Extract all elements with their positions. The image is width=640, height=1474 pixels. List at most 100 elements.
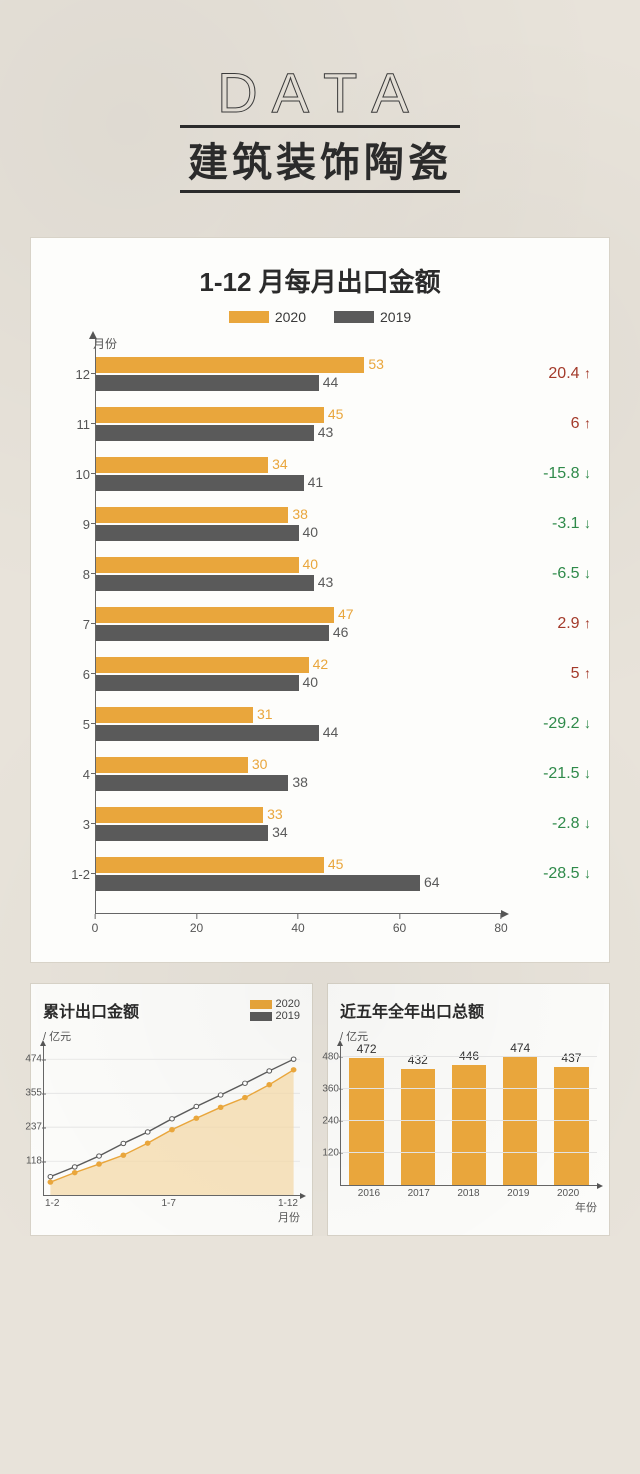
y-tick: 360: [311, 1083, 339, 1094]
y-tick: [91, 773, 96, 774]
x-tick: 2020: [543, 1188, 593, 1199]
x-tick: 60: [393, 914, 406, 935]
main-chart-panel: 1-12 月每月出口金额 20202019 月份 12534420.4 ↑114…: [30, 237, 610, 963]
y-tick: 474: [12, 1054, 42, 1065]
arrow-up-icon: ↑: [584, 415, 591, 431]
bar-value-label: 34: [272, 456, 288, 472]
x-tick: 0: [92, 914, 99, 935]
bar-group: 12534420.4 ↑: [96, 357, 501, 391]
y-tick: 120: [311, 1147, 339, 1158]
legend-item: 2020: [250, 998, 300, 1010]
delta-label: 20.4 ↑: [507, 365, 591, 383]
yearly-bar: [503, 1057, 538, 1185]
legend-item: 2020: [229, 309, 306, 325]
yearly-bar-chart: 120240360480 472432446474437: [340, 1046, 597, 1186]
legend-label: 2019: [276, 1010, 300, 1022]
bar-group: 1145436 ↑: [96, 407, 501, 441]
legend-swatch: [334, 311, 374, 323]
bar-2020: 47: [96, 607, 334, 623]
main-chart-legend: 20202019: [49, 309, 591, 325]
bar-value-label: 472: [357, 1042, 377, 1056]
bar-value-label: 45: [328, 856, 344, 872]
bar-value-label: 43: [318, 424, 334, 440]
delta-label: 2.9 ↑: [507, 615, 591, 633]
delta-label: -28.5 ↓: [507, 865, 591, 883]
x-tick: 1-2: [45, 1198, 59, 1209]
header-subtitle: 建筑装饰陶瓷: [180, 125, 460, 193]
x-tick: 80: [494, 914, 507, 935]
yearly-bar: [349, 1058, 384, 1185]
legend-item: 2019: [250, 1010, 300, 1022]
cumulative-chart-legend: 20202019: [250, 998, 300, 1022]
bar-group: 53144-29.2 ↓: [96, 707, 501, 741]
bar-value-label: 40: [303, 674, 319, 690]
delta-label: -2.8 ↓: [507, 815, 591, 833]
arrow-down-icon: ↓: [584, 465, 591, 481]
y-tick: [91, 823, 96, 824]
delta-label: 6 ↑: [507, 415, 591, 433]
bar-2019: 43: [96, 425, 314, 441]
y-tick: 237: [12, 1122, 42, 1133]
arrow-down-icon: ↓: [584, 515, 591, 531]
y-tick: [91, 473, 96, 474]
y-tick: 118: [12, 1156, 42, 1167]
bar-2019: 38: [96, 775, 288, 791]
legend-swatch: [250, 1012, 272, 1021]
main-chart-title: 1-12 月每月出口金额: [49, 262, 591, 299]
bar-value-label: 43: [318, 574, 334, 590]
bar-2020: 33: [96, 807, 263, 823]
cumulative-y-ticks: 118237355474: [12, 1046, 42, 1195]
yearly-bar: [401, 1069, 436, 1185]
cumulative-area-chart: 118237355474: [43, 1046, 300, 1196]
y-tick: 480: [311, 1051, 339, 1062]
bar-2019: 44: [96, 375, 319, 391]
delta-label: -15.8 ↓: [507, 465, 591, 483]
yearly-bar-col: 432: [396, 1053, 439, 1185]
bar-value-label: 38: [292, 506, 308, 522]
bar-value-label: 38: [292, 774, 308, 790]
x-tick: 2016: [344, 1188, 394, 1199]
bar-2019: 46: [96, 625, 329, 641]
delta-label: -3.1 ↓: [507, 515, 591, 533]
bar-category-label: 8: [52, 567, 90, 582]
bar-group: 103441-15.8 ↓: [96, 457, 501, 491]
delta-label: -6.5 ↓: [507, 565, 591, 583]
bar-value-label: 437: [561, 1051, 581, 1065]
bar-value-label: 64: [424, 874, 440, 890]
bar-value-label: 40: [303, 524, 319, 540]
bar-value-label: 30: [252, 756, 268, 772]
legend-swatch: [250, 1000, 272, 1009]
bar-2019: 64: [96, 875, 420, 891]
bar-category-label: 6: [52, 667, 90, 682]
delta-label: -29.2 ↓: [507, 715, 591, 733]
main-bar-chart: 月份 12534420.4 ↑1145436 ↑103441-15.8 ↓938…: [49, 339, 591, 944]
x-tick: 2018: [444, 1188, 494, 1199]
y-tick: [91, 523, 96, 524]
x-tick: 20: [190, 914, 203, 935]
yearly-x-axis-label: 年份: [340, 1199, 597, 1215]
bar-category-label: 10: [52, 467, 90, 482]
delta-label: 5 ↑: [507, 665, 591, 683]
yearly-bar: [554, 1067, 589, 1185]
arrow-down-icon: ↓: [584, 865, 591, 881]
bar-value-label: 33: [267, 806, 283, 822]
x-tick: 1-12: [278, 1198, 298, 1209]
bar-2020: 34: [96, 457, 268, 473]
bar-group: 43038-21.5 ↓: [96, 757, 501, 791]
arrow-up-icon: ↑: [584, 665, 591, 681]
y-tick: [91, 623, 96, 624]
bar-value-label: 45: [328, 406, 344, 422]
yearly-bar-col: 446: [447, 1049, 490, 1185]
legend-label: 2020: [276, 998, 300, 1010]
bar-2019: 34: [96, 825, 268, 841]
cumulative-y-label: / 亿元: [43, 1028, 300, 1044]
bar-2020: 42: [96, 657, 309, 673]
bar-2019: 44: [96, 725, 319, 741]
bar-group: 84043-6.5 ↓: [96, 557, 501, 591]
yearly-bar: [452, 1065, 487, 1185]
y-tick: 240: [311, 1115, 339, 1126]
header: DATA 建筑装饰陶瓷: [0, 0, 640, 213]
cumulative-x-cats: 1-21-71-12: [43, 1198, 300, 1209]
arrow-up-icon: ↑: [584, 365, 591, 381]
x-tick: 40: [291, 914, 304, 935]
